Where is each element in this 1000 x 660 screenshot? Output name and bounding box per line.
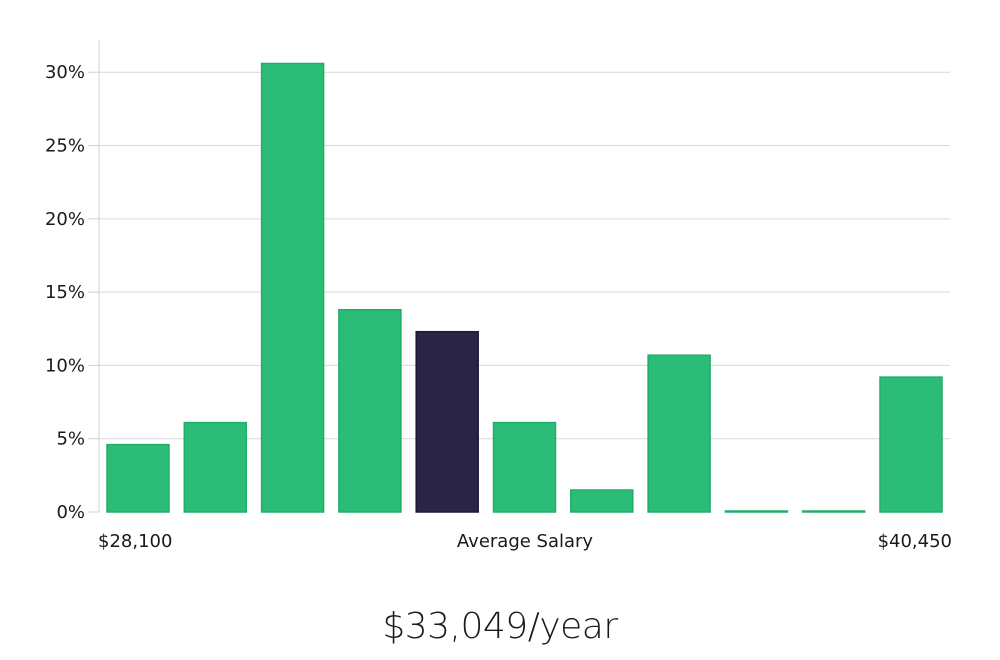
bar [801,510,866,513]
x-axis-max-label: $40,450 [878,531,952,552]
bar [570,489,634,513]
bar [338,308,402,513]
y-tick-label: 0% [56,502,85,523]
x-axis-center-label: Average Salary [457,531,594,552]
bar [647,354,711,513]
x-axis-min-label: $28,100 [98,531,172,552]
y-tick-label: 30% [45,62,85,83]
salary-histogram: 0% 5% 10% 15% 20% 25% 30% $28,100 Average Sala… [45,40,952,552]
bar [183,421,248,513]
bar [492,421,557,513]
bar-average-salary [415,330,479,513]
grid-lines [99,71,950,440]
bar [724,510,789,513]
y-tick-label: 25% [45,136,85,157]
y-tick-label: 20% [45,209,85,230]
y-axis-tick-labels: 0% 5% 10% 15% 20% 25% 30% [45,62,99,523]
y-tick-label: 10% [45,355,85,376]
bars [106,62,943,513]
bar [260,62,325,513]
y-tick-label: 15% [45,282,85,303]
y-tick-label: 5% [56,429,85,450]
bar [879,376,943,513]
average-salary-value: $33,049/year [382,606,618,647]
bar [106,443,170,513]
